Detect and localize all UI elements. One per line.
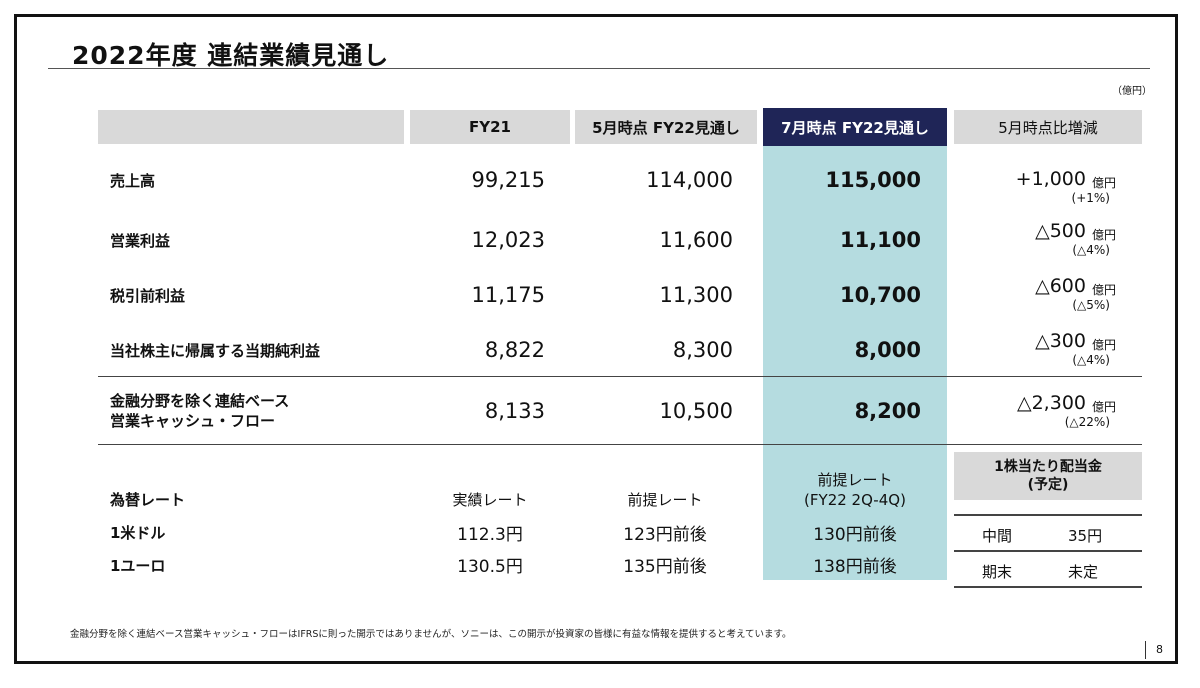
fy21-net-income: 8,822 [484,338,545,362]
diff-unit-operating-income: 億円 [1092,228,1117,242]
fx-eur-assumed: 135円前後 [623,557,707,577]
table-divider-upper [98,376,1142,377]
row-label-net-income: 当社株主に帰属する当期純利益 [110,342,321,360]
row-label-sales: 売上高 [110,172,156,190]
header-fy21: FY21 [410,110,570,144]
may-net-income: 8,300 [672,338,733,362]
diff-pretax-income: △600 [1035,275,1086,297]
dividend-rule-bottom [954,586,1142,588]
diff-pct-operating-income: (△4%) [1072,243,1110,257]
may-pretax-income: 11,300 [659,283,733,307]
diff-unit-net-income: 億円 [1092,338,1117,352]
july-operating-cash-flow: 8,200 [854,399,921,423]
slide-title: 2022年度 連結業績見通し [72,41,390,70]
fx-title: 為替レート [110,491,186,509]
header-july-forecast: 7月時点 FY22見通し [763,108,947,146]
dividend-header: 1株当たり配当金 (予定) [954,452,1142,500]
fx-row-usd-label: 1米ドル [110,524,166,542]
dividend-interim-value: 35円 [1068,527,1103,545]
fy21-sales: 99,215 [471,168,545,192]
may-operating-cash-flow: 10,500 [659,399,733,423]
footnote: 金融分野を除く連結ベース営業キャッシュ・フローはIFRSに則った開示ではありませ… [70,629,792,640]
fy21-operating-income: 12,023 [471,228,545,252]
july-pretax-income: 10,700 [839,283,921,307]
july-operating-income: 11,100 [839,228,921,252]
row-label-pretax-income: 税引前利益 [110,287,186,305]
dividend-rule-middle [954,550,1142,552]
page-number-bar [1145,641,1146,659]
dividend-interim-label: 中間 [982,527,1013,545]
july-forecast-highlight [763,146,947,580]
row-label-ocf-line2: 営業キャッシュ・フロー [110,412,276,430]
fy21-operating-cash-flow: 8,133 [484,399,545,423]
diff-operating-income: △500 [1035,220,1086,242]
may-sales: 114,000 [646,168,733,192]
diff-operating-cash-flow: △2,300 [1016,392,1086,414]
row-label-operating-cash-flow: 金融分野を除く連結ベース 営業キャッシュ・フロー [110,391,289,431]
table-divider-lower [98,444,1142,445]
diff-pct-pretax-income: (△5%) [1072,298,1110,312]
title-divider [48,68,1150,69]
unit-label: （億円） [1112,86,1152,97]
diff-pct-operating-cash-flow: (△22%) [1064,415,1110,429]
fy21-pretax-income: 11,175 [471,283,545,307]
fx-usd-july: 130円前後 [813,525,897,545]
fx-eur-july: 138円前後 [813,557,897,577]
diff-net-income: △300 [1035,330,1086,352]
diff-sales: +1,000 [1015,168,1086,190]
dividend-title-line1: 1株当たり配当金 [994,459,1102,475]
dividend-title-line2: (予定) [1027,477,1069,493]
diff-unit-sales: 億円 [1092,176,1117,190]
fx-header-july-line2: (FY22 2Q-4Q) [804,491,906,509]
header-change-vs-may: 5月時点比増減 [954,110,1142,144]
fx-row-eur-label: 1ユーロ [110,557,166,575]
fx-header-july-line1: 前提レート [817,471,893,489]
diff-unit-operating-cash-flow: 億円 [1092,400,1117,414]
july-net-income: 8,000 [854,338,921,362]
diff-pct-sales: (+1%) [1071,191,1110,205]
diff-pct-net-income: (△4%) [1072,353,1110,367]
fx-header-actual: 実績レート [452,491,528,509]
fx-eur-actual: 130.5円 [457,557,523,577]
fx-header-july-assumed: 前提レート (FY22 2Q-4Q) [763,470,947,510]
fx-header-assumed: 前提レート [627,491,703,509]
header-may-forecast: 5月時点 FY22見通し [575,110,757,144]
dividend-rule-top [954,514,1142,516]
diff-unit-pretax-income: 億円 [1092,283,1117,297]
july-sales: 115,000 [825,168,921,192]
dividend-yearend-value: 未定 [1068,563,1099,581]
row-label-ocf-line1: 金融分野を除く連結ベース [110,392,290,410]
fx-usd-actual: 112.3円 [457,525,523,545]
fx-usd-assumed: 123円前後 [623,525,707,545]
header-blank [98,110,404,144]
page-number: 8 [1156,643,1163,656]
row-label-operating-income: 営業利益 [110,232,171,250]
slide-frame [14,14,1178,664]
may-operating-income: 11,600 [659,228,733,252]
dividend-yearend-label: 期末 [982,563,1013,581]
